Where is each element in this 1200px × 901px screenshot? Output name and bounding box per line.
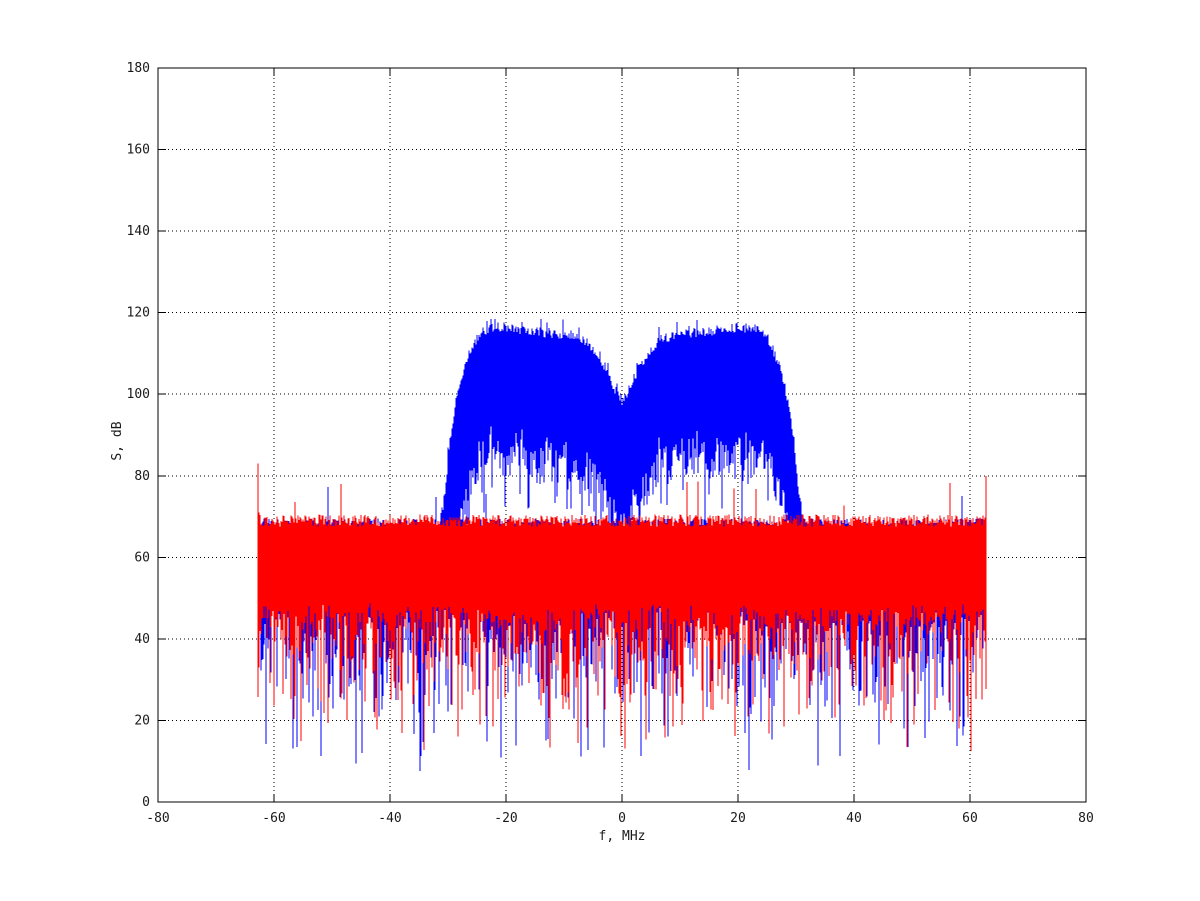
x-tick-label: 0 bbox=[618, 811, 626, 826]
tick-labels: -80 -60 -40 -20 0 20 40 60 80 0 20 40 60 80 100 120 140 1… bbox=[127, 61, 1094, 826]
y-tick-label: 100 bbox=[127, 387, 150, 402]
y-tick-label: 80 bbox=[134, 469, 150, 484]
x-tick-label: -80 bbox=[146, 811, 169, 826]
series-noise-floor bbox=[257, 463, 987, 751]
x-tick-label: -40 bbox=[378, 811, 401, 826]
x-tick-label: -60 bbox=[262, 811, 285, 826]
y-tick-label: 140 bbox=[127, 224, 150, 239]
x-tick-label: 60 bbox=[962, 811, 978, 826]
x-axis-title: f, MHz bbox=[599, 829, 646, 844]
x-tick-label: 40 bbox=[846, 811, 862, 826]
y-tick-label: 120 bbox=[127, 306, 150, 321]
y-tick-label: 60 bbox=[134, 550, 150, 565]
x-tick-label: 80 bbox=[1078, 811, 1094, 826]
y-tick-label: 0 bbox=[142, 795, 150, 810]
x-tick-label: 20 bbox=[730, 811, 746, 826]
data-series bbox=[257, 318, 987, 772]
y-tick-label: 160 bbox=[127, 143, 150, 158]
axis-tick-marks bbox=[157, 67, 1087, 803]
x-tick-label: -20 bbox=[494, 811, 517, 826]
y-tick-label: 20 bbox=[134, 713, 150, 728]
y-tick-label: 40 bbox=[134, 632, 150, 647]
y-tick-label: 180 bbox=[127, 61, 150, 76]
y-axis-title: S, dB bbox=[110, 421, 125, 460]
axes-frame bbox=[157, 67, 1087, 803]
